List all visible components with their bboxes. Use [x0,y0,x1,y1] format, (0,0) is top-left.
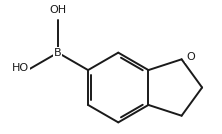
Text: B: B [54,48,62,58]
Text: O: O [186,52,195,62]
Text: OH: OH [50,5,67,15]
Text: HO: HO [12,63,29,73]
